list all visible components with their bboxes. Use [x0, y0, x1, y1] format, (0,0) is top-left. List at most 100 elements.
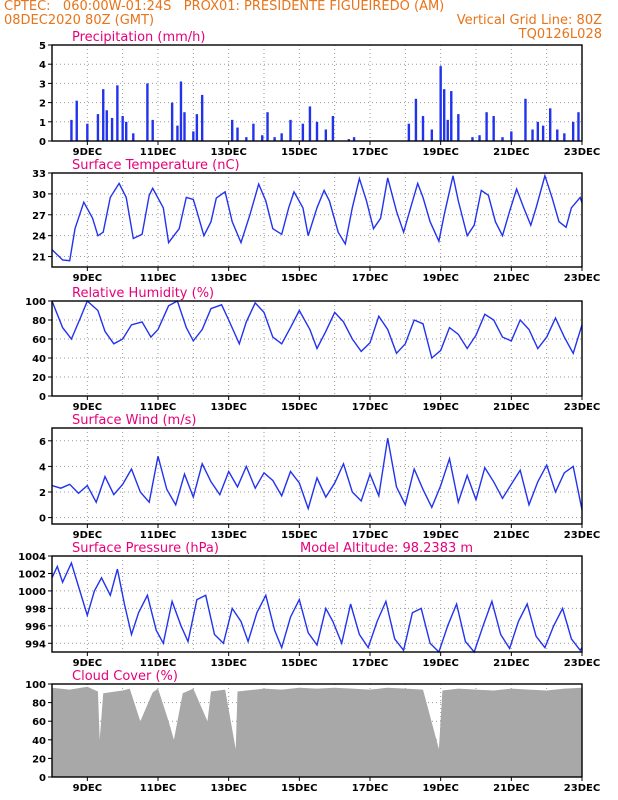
- panel-title: Cloud Cover (%): [72, 669, 178, 684]
- x-tick-label: 19DEC: [422, 530, 458, 541]
- precip-bar: [347, 139, 350, 141]
- precip-bar: [75, 100, 78, 141]
- x-tick-label: 21DEC: [493, 273, 529, 284]
- precip-bar: [125, 121, 128, 141]
- y-tick-label: 21: [32, 253, 46, 264]
- x-tick-label: 9DEC: [73, 783, 102, 794]
- precip-bar: [170, 102, 174, 141]
- precip-bar: [471, 137, 474, 141]
- x-tick-label: 21DEC: [493, 658, 529, 669]
- panel-frame: [51, 683, 583, 778]
- precip-bar: [324, 129, 328, 141]
- x-tick-label: 19DEC: [422, 402, 458, 413]
- panel-frame: [51, 300, 583, 397]
- y-tick-label: 4: [39, 462, 46, 473]
- precip-bar: [280, 133, 283, 141]
- x-tick-label: 13DEC: [210, 530, 246, 541]
- x-tick-label: 11DEC: [140, 273, 176, 284]
- panel-title: Surface Temperature (nC): [72, 158, 240, 173]
- y-tick-label: 6: [39, 437, 46, 448]
- precip-bar: [266, 112, 269, 141]
- precip-bar: [439, 66, 442, 141]
- x-tick-label: 17DEC: [352, 783, 388, 794]
- precip-bar: [121, 116, 124, 141]
- y-tick-label: 4: [39, 60, 46, 71]
- precip-bar: [556, 129, 559, 141]
- x-tick-label: 9DEC: [73, 658, 102, 669]
- y-tick-label: 0: [39, 514, 46, 525]
- x-tick-label: 17DEC: [352, 402, 388, 413]
- cloud-cover-area: [52, 686, 582, 777]
- precip-bar: [549, 108, 552, 141]
- x-tick-label: 21DEC: [493, 530, 529, 541]
- y-tick-label: 60: [32, 335, 46, 346]
- y-tick-label: 996: [25, 622, 46, 633]
- precip-bar: [102, 89, 105, 141]
- x-tick-label: 11DEC: [140, 530, 176, 541]
- precip-bar: [563, 133, 566, 141]
- x-tick-label: 15DEC: [281, 273, 317, 284]
- panel-frame: [51, 555, 583, 653]
- panel-frame: [51, 427, 583, 525]
- precip-bar: [289, 119, 292, 141]
- y-tick-label: 0: [39, 392, 46, 403]
- x-tick-label: 15DEC: [281, 402, 317, 413]
- precip-bar: [501, 137, 504, 141]
- x-tick-label: 13DEC: [210, 273, 246, 284]
- precip-bar: [524, 98, 527, 141]
- header-model-id: TQ0126L028: [518, 27, 602, 42]
- x-tick-label: 17DEC: [352, 658, 388, 669]
- x-tick-label: 21DEC: [493, 147, 529, 158]
- x-tick-label: 9DEC: [73, 147, 102, 158]
- x-tick-label: 19DEC: [422, 273, 458, 284]
- x-tick-label: 15DEC: [281, 147, 317, 158]
- precip-bar: [414, 98, 418, 141]
- x-tick-label: 15DEC: [281, 658, 317, 669]
- x-tick-label: 13DEC: [210, 147, 246, 158]
- precip-bar: [183, 112, 186, 141]
- x-tick-label: 15DEC: [281, 530, 317, 541]
- x-tick-label: 9DEC: [73, 273, 102, 284]
- panel-title: Surface Pressure (hPa): [72, 541, 219, 556]
- precip-bar: [541, 125, 545, 141]
- precip-bar: [261, 135, 264, 141]
- y-tick-label: 100: [25, 297, 46, 308]
- precip-bar: [421, 116, 425, 141]
- precip-bar: [132, 133, 135, 141]
- precip-bar: [485, 112, 488, 141]
- precip-bar: [308, 106, 312, 141]
- y-tick-label: 1004: [18, 552, 46, 563]
- precip-bar: [110, 117, 114, 141]
- x-tick-label: 9DEC: [73, 402, 102, 413]
- series-line: [51, 299, 583, 360]
- precip-bar: [192, 131, 195, 141]
- precip-bar: [531, 129, 534, 141]
- y-tick-label: 0: [39, 137, 46, 148]
- precip-bar: [443, 89, 446, 141]
- x-tick-label: 19DEC: [422, 658, 458, 669]
- precip-bar: [510, 131, 513, 141]
- y-tick-label: 27: [32, 211, 46, 222]
- precip-bar: [176, 125, 179, 141]
- y-tick-label: 5: [39, 41, 46, 52]
- precip-bar: [571, 121, 575, 141]
- header-grid-line: Vertical Grid Line: 80Z: [456, 13, 602, 28]
- x-tick-label: 11DEC: [140, 658, 176, 669]
- precip-bar: [236, 127, 239, 141]
- precip-bar: [331, 116, 335, 141]
- precip-bar: [430, 129, 434, 141]
- x-tick-label: 13DEC: [210, 783, 246, 794]
- x-tick-label: 23DEC: [564, 273, 600, 284]
- precip-bar: [450, 91, 453, 141]
- y-tick-label: 20: [32, 754, 46, 765]
- y-tick-label: 1: [39, 118, 46, 129]
- panel-title: Surface Wind (m/s): [72, 413, 196, 428]
- x-tick-label: 23DEC: [564, 783, 600, 794]
- header-run-time: 08DEC2020 80Z (GMT): [4, 13, 155, 28]
- y-tick-label: 994: [25, 639, 46, 650]
- y-tick-label: 24: [32, 232, 46, 243]
- precip-bar: [179, 81, 183, 141]
- y-tick-label: 2: [39, 99, 46, 110]
- x-tick-label: 23DEC: [564, 147, 600, 158]
